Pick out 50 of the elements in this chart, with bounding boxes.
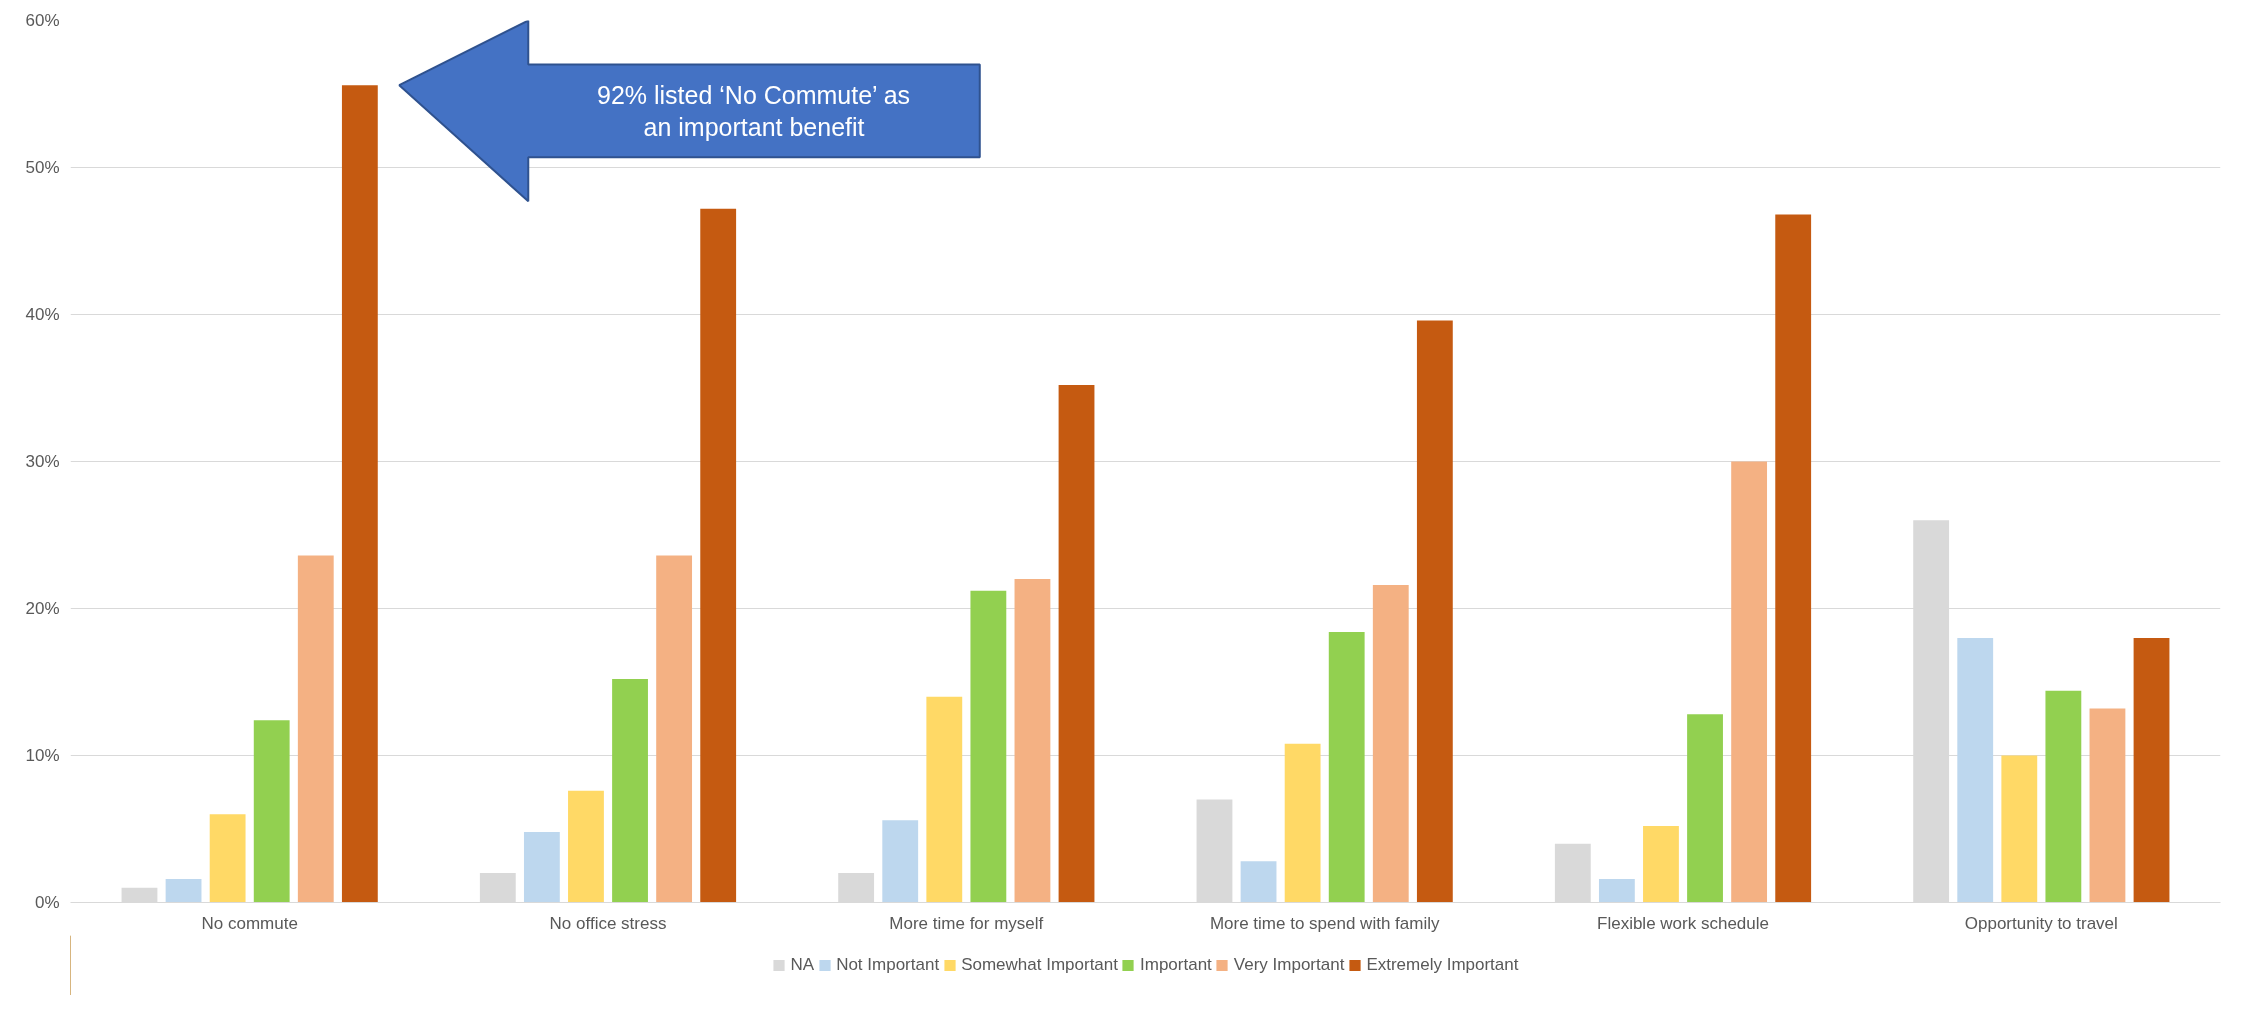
x-tick-label: More time to spend with family <box>1209 913 1440 933</box>
bar <box>1775 214 1812 903</box>
x-tick-label: More time for myself <box>889 913 1044 933</box>
bar <box>209 814 246 903</box>
y-tick-label: 10% <box>25 746 60 765</box>
legend-label: Extremely Important <box>1366 955 1519 975</box>
legend-label: Not Important <box>836 955 940 975</box>
bar <box>1058 385 1095 903</box>
bar <box>700 208 737 903</box>
legend-label: Very Important <box>1233 955 1345 975</box>
x-tick-label: Opportunity to travel <box>1964 913 2118 933</box>
bar <box>1284 743 1321 903</box>
bar <box>165 878 202 903</box>
y-tick-label: 40% <box>25 305 60 324</box>
bar <box>882 820 919 903</box>
legend-label: Somewhat Important <box>961 955 1118 975</box>
legend-label: NA <box>790 955 815 975</box>
bar <box>1372 584 1409 903</box>
bar <box>341 85 378 903</box>
bar <box>656 555 693 903</box>
y-tick-label: 30% <box>25 452 60 471</box>
y-tick-label: 0% <box>34 893 60 912</box>
bar <box>2045 690 2082 903</box>
bar <box>1731 461 1768 903</box>
legend-label: Important <box>1140 955 1212 975</box>
bar <box>2133 637 2170 903</box>
y-tick-label: 50% <box>25 158 60 177</box>
bar <box>1687 714 1723 903</box>
x-tick-label: No commute <box>201 913 298 933</box>
x-tick-label: No office stress <box>549 913 667 933</box>
bar <box>1416 320 1453 903</box>
bar <box>1328 632 1365 903</box>
bar <box>1957 637 1994 903</box>
bar <box>523 831 560 903</box>
bar <box>1240 861 1277 903</box>
y-tick-label: 60% <box>25 11 60 30</box>
bar <box>297 555 334 903</box>
bar <box>970 590 1007 903</box>
x-tick-label: Flexible work schedule <box>1597 913 1769 933</box>
bar <box>568 790 604 903</box>
annotation: 92% listed ‘No Commute’ as an important benefit <box>597 80 911 142</box>
bar <box>1598 878 1635 903</box>
bar <box>1014 579 1051 903</box>
bar <box>253 720 290 903</box>
bar <box>926 696 963 903</box>
bar <box>2001 755 2038 903</box>
y-tick-label: 20% <box>25 599 60 618</box>
bar <box>612 679 648 903</box>
bar <box>2089 708 2126 903</box>
bar <box>1643 826 1679 903</box>
